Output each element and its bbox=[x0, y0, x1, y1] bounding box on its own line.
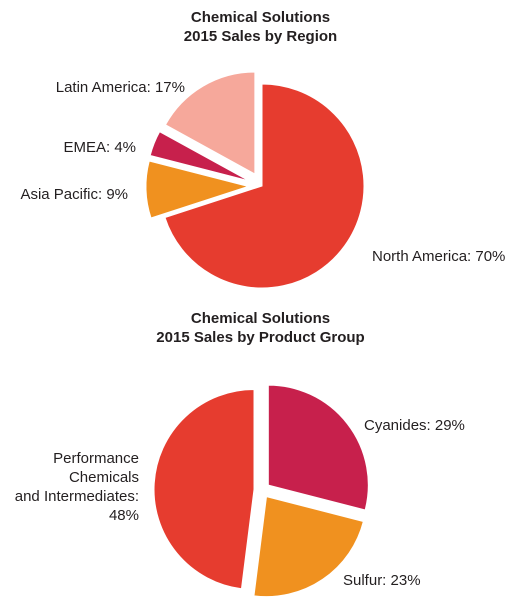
chart-2-slice-2-label: Sulfur: 23% bbox=[343, 572, 421, 589]
chart-1-slice-3 bbox=[149, 131, 250, 182]
chart-2-slice-3-label: Performance Chemicals and Intermediates: 48… bbox=[15, 450, 139, 524]
chart-1-slice-1-label: North America: 70% bbox=[372, 248, 505, 265]
chart-1-slice-4-label: Latin America: 17% bbox=[56, 79, 185, 96]
chart-1-slice-2 bbox=[145, 160, 250, 219]
chart-2-slice-1 bbox=[267, 384, 369, 511]
chart-2-slice-2 bbox=[253, 495, 364, 598]
chart-2-title-block: Chemical Solutions 2015 Sales by Product… bbox=[0, 309, 521, 347]
chart-1-title: Chemical Solutions bbox=[190, 9, 331, 26]
chart-2-subtitle: 2015 Sales by Product Group bbox=[156, 329, 365, 346]
product-group-pie-chart: Cyanides: 29% Sulfur: 23% Performance Chemi… bbox=[15, 384, 465, 598]
chart-1-subtitle: 2015 Sales by Region bbox=[183, 28, 338, 45]
chart-1-slice-4 bbox=[164, 71, 256, 175]
region-pie-chart: North America: 70% Asia Pacific: 9% EMEA: … bbox=[20, 71, 505, 289]
chart-2-title: Chemical Solutions bbox=[190, 310, 331, 327]
chart-2-slice-1-label: Cyanides: 29% bbox=[364, 417, 465, 434]
chart-1-slice-3-label: EMEA: 4% bbox=[63, 139, 136, 156]
chart-1-slice-2-label: Asia Pacific: 9% bbox=[20, 186, 128, 203]
chart-2-slice-3 bbox=[153, 388, 255, 590]
chart-1-title-block: Chemical Solutions 2015 Sales by Region bbox=[0, 8, 521, 46]
chart-1-slice-1 bbox=[164, 83, 365, 289]
